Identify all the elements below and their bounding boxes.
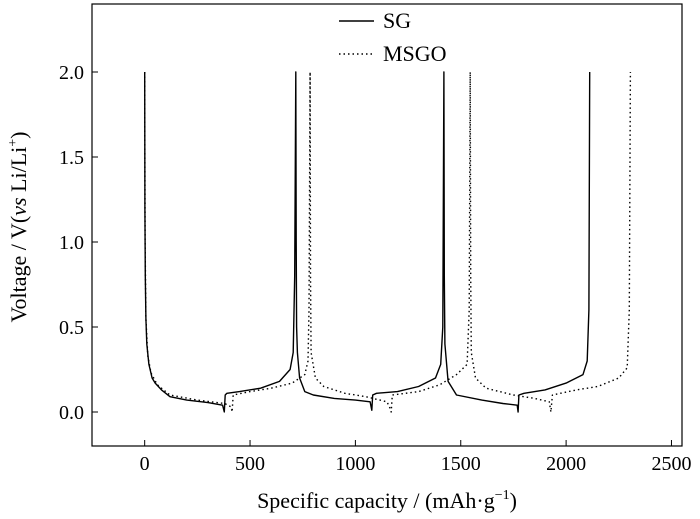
x-tick-label: 2500 [651, 453, 691, 475]
y-tick-label: 1.0 [59, 232, 84, 254]
y-tick-label: 0.5 [59, 317, 84, 339]
x-axis-title: Specific capacity / (mAh·g−1) [257, 488, 517, 513]
x-axis-title-sup: −1 [495, 488, 510, 503]
series-line-sg [143, 71, 591, 413]
x-tick-label: 0 [140, 453, 150, 475]
plot-frame [91, 3, 683, 447]
legend-label-msgo: MSGO [383, 41, 447, 66]
x-tick-label: 1000 [335, 453, 375, 475]
legend-label-sg: SG [383, 8, 411, 33]
y-axis-title-sup: + [6, 139, 21, 147]
y-axis-title-italic: vs [6, 197, 31, 215]
y-tick-label: 1.5 [59, 147, 84, 169]
y-tick-label: 0.0 [59, 402, 84, 424]
y-tick-label: 2.0 [59, 62, 84, 84]
y-axis-title: Voltage / V(vs Li/Li+) [6, 131, 31, 322]
x-tick-label: 2000 [546, 453, 586, 475]
legend: SG MSGO [339, 8, 447, 66]
x-tick-label: 1500 [441, 453, 481, 475]
x-tick-label: 500 [235, 453, 265, 475]
series-line-msgo [143, 71, 632, 413]
